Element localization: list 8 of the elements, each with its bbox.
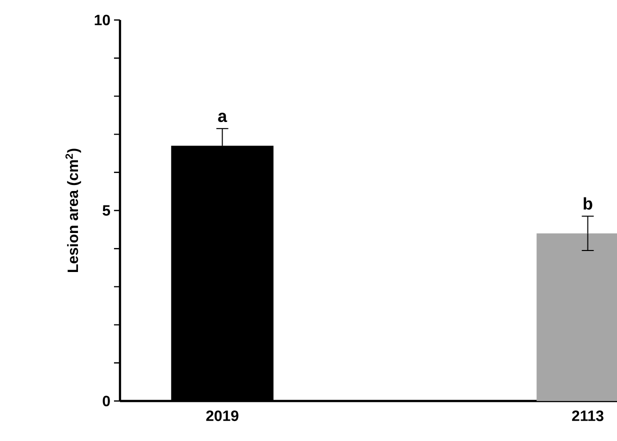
y-tick-label: 10	[94, 14, 110, 26]
x-tick-label: 2019	[206, 410, 238, 422]
x-tick-label: 2113	[572, 410, 604, 422]
y-axis-title: Lesion area (cm$^{2}$)	[65, 148, 82, 272]
y-tick-label: 0	[102, 396, 110, 406]
annotation: b	[584, 197, 592, 210]
y-tick-label: 5	[102, 205, 110, 216]
annotation: a	[218, 112, 228, 122]
